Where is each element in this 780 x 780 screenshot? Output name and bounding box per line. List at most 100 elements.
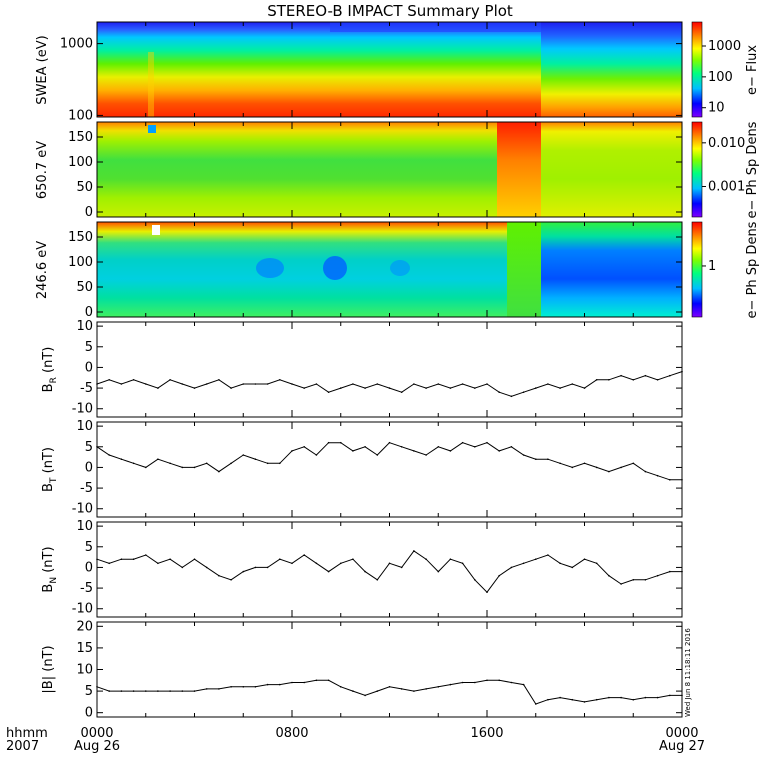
data-point bbox=[96, 558, 98, 560]
colorbar-swea-scale bbox=[691, 21, 703, 118]
data-point bbox=[595, 379, 598, 381]
data-point bbox=[291, 450, 293, 452]
data-point bbox=[522, 683, 525, 686]
data-point bbox=[608, 696, 610, 699]
swea-spectrogram bbox=[97, 22, 682, 117]
xtick-label: 0000 bbox=[665, 726, 698, 741]
data-point bbox=[303, 554, 306, 556]
data-point bbox=[96, 383, 98, 385]
data-point bbox=[656, 574, 659, 577]
data-point bbox=[559, 696, 561, 699]
data-point bbox=[169, 558, 171, 560]
xtick-label: 0800 bbox=[275, 726, 308, 741]
data-point bbox=[583, 462, 586, 465]
ytick-label: 100 bbox=[68, 255, 93, 270]
data-point bbox=[474, 387, 476, 389]
data-point bbox=[279, 683, 281, 686]
data-point bbox=[132, 690, 135, 692]
p650-ylabel: 650.7 eV bbox=[35, 141, 50, 199]
data-point bbox=[620, 374, 622, 377]
ytick-label: 0 bbox=[85, 560, 93, 575]
data-point bbox=[315, 562, 318, 565]
ytick-label: 10 bbox=[76, 519, 93, 534]
data-point bbox=[205, 566, 208, 569]
data-point bbox=[96, 686, 98, 688]
data-point bbox=[437, 570, 440, 573]
data-point bbox=[400, 446, 403, 448]
data-point bbox=[205, 462, 208, 465]
data-point bbox=[145, 554, 147, 556]
data-point bbox=[327, 441, 330, 444]
data-point bbox=[437, 383, 440, 385]
p246-band-early bbox=[97, 222, 507, 317]
data-point bbox=[108, 379, 110, 381]
data-point bbox=[315, 383, 318, 385]
data-point bbox=[608, 379, 610, 381]
data-point bbox=[669, 374, 671, 377]
ytick-label: -10 bbox=[72, 602, 93, 617]
ytick-label: 100 bbox=[68, 155, 93, 170]
data-point bbox=[376, 690, 379, 692]
data-point bbox=[461, 383, 464, 385]
data-point bbox=[486, 383, 488, 385]
data-point bbox=[474, 681, 476, 684]
data-point bbox=[535, 558, 537, 560]
data-point bbox=[559, 562, 561, 565]
data-point bbox=[620, 583, 622, 585]
colorbar-swea-label: e− Flux bbox=[745, 45, 760, 95]
panel-r: 10 5 0 -5 -10 BR (nT) bbox=[41, 319, 683, 418]
colorbar-p650-label: e− Ph Sp Dens bbox=[745, 121, 760, 218]
data-point bbox=[291, 681, 293, 684]
data-point bbox=[498, 679, 501, 682]
ytick-label: 5 bbox=[85, 440, 93, 455]
ytick-label: -5 bbox=[80, 581, 93, 596]
data-point bbox=[303, 387, 306, 389]
data-point bbox=[656, 474, 659, 477]
data-point bbox=[96, 446, 98, 448]
ytick-label: -10 bbox=[72, 402, 93, 417]
xtick-label: 0000 bbox=[80, 726, 113, 741]
ytick-label: 5 bbox=[85, 540, 93, 555]
data-point bbox=[218, 379, 220, 381]
ytick-label: 5 bbox=[85, 684, 93, 699]
p246-ylabel: 246.6 eV bbox=[35, 241, 50, 299]
figure-title: STEREO-B IMPACT Summary Plot bbox=[267, 2, 513, 20]
p246-gap bbox=[152, 225, 160, 235]
generation-timestamp: Wed Jun 8 11:18:11 2016 bbox=[684, 628, 692, 717]
colorbar-tick-label: 100 bbox=[708, 70, 733, 85]
ytick-label: 0 bbox=[85, 360, 93, 375]
data-point bbox=[218, 470, 220, 473]
data-point bbox=[547, 698, 549, 701]
data-point bbox=[449, 683, 452, 686]
data-point bbox=[376, 454, 379, 456]
ytick-label: 0 bbox=[85, 706, 93, 721]
data-point bbox=[388, 686, 391, 688]
data-point bbox=[632, 379, 635, 381]
data-point bbox=[461, 681, 464, 684]
colorbar-p246-label: e− Ph Sp Dens bbox=[745, 221, 760, 318]
colorbar-p650-ticks: 0.010 0.001 bbox=[702, 136, 745, 194]
ytick-label: 50 bbox=[76, 280, 93, 295]
data-point bbox=[632, 462, 635, 465]
panel-ylabel: |B| (nT) bbox=[41, 645, 56, 693]
data-point bbox=[340, 562, 342, 565]
data-point bbox=[559, 462, 561, 465]
data-point bbox=[595, 698, 598, 701]
data-point bbox=[327, 391, 330, 394]
colorbar-p246-scale bbox=[691, 221, 703, 318]
data-point bbox=[169, 379, 171, 381]
data-point bbox=[352, 690, 354, 692]
data-point bbox=[474, 579, 476, 581]
data-point bbox=[132, 462, 135, 465]
data-point bbox=[157, 562, 159, 565]
panel-t: 10 5 0 -5 -10 BT (nT) bbox=[41, 419, 683, 518]
data-point bbox=[632, 579, 635, 581]
data-point bbox=[230, 686, 232, 688]
xtick-date: Aug 27 bbox=[659, 739, 705, 754]
data-point bbox=[620, 696, 622, 699]
xtick-label: 1600 bbox=[470, 726, 503, 741]
magnetic-field-panels: 10 5 0 -5 -10 BR (nT) 10 5 0 -5 -10 BT (nT) 10 5 0 -5 -1… bbox=[41, 319, 683, 721]
colorbar-p246: 1 e− Ph Sp Dens bbox=[691, 221, 760, 318]
data-point bbox=[145, 383, 147, 385]
